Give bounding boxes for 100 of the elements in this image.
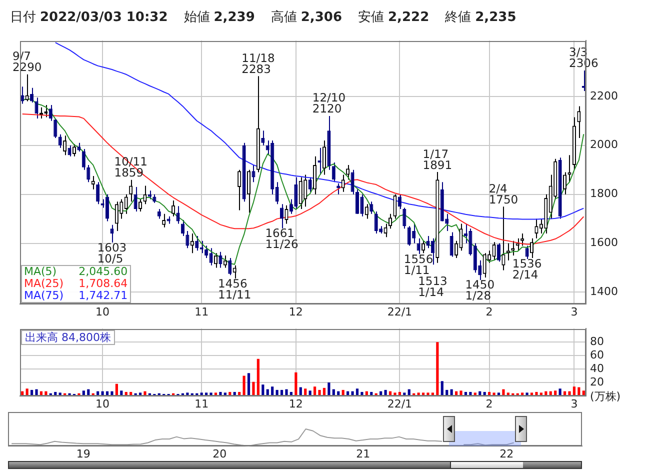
candlestick [412,223,416,244]
candlestick [180,220,184,236]
candlestick [534,218,538,239]
candlestick [114,201,118,232]
candlestick [426,235,430,249]
candlestick [58,134,62,148]
candlestick [539,218,543,234]
candlestick [204,245,208,258]
candlestick [218,251,222,268]
x-tick-label: 22/1 [387,397,412,410]
y-tick-label: 1400 [590,285,618,298]
y-tick-label: 2200 [590,89,618,102]
candlestick [82,148,86,170]
annotation: 1661 11/26 [265,226,298,252]
x-tick-label: 12 [288,397,303,410]
candlestick [138,198,142,212]
candlestick [162,213,166,228]
x-tick-label: 11 [194,305,209,318]
bar [285,389,288,396]
annotation: 2/4 1750 [488,181,518,206]
candlestick [530,238,534,258]
bar [318,390,321,396]
y-tick-label: 1800 [590,187,618,200]
candlestick [506,242,510,261]
candlestick [34,97,38,119]
candlestick [172,200,176,217]
candlestick [416,238,420,255]
candlestick [496,242,501,262]
y-tick-label: 40 [590,362,604,375]
x-tick-label: 3 [570,305,578,318]
text: MA(25) 1,708.64 [24,277,128,290]
candlestick [20,86,24,104]
bar [294,372,298,396]
text: MA(75) 1,742.71 [24,289,128,302]
y-tick-label: 1600 [590,236,618,250]
candlestick [563,172,567,195]
candlestick [209,248,213,266]
candlestick [520,233,524,246]
x-tick-label: 2 [486,305,493,318]
candlestick [25,74,29,102]
candlestick [294,176,298,210]
y-tick-label: 2000 [590,138,618,152]
bar [440,381,444,396]
y-tick-label: 60 [590,348,604,362]
candlestick [68,144,72,157]
text: 日付 2022/03/03 10:32 [10,9,168,26]
bar [256,358,260,396]
x-tick-label: 22 [500,447,514,460]
candlestick [502,206,506,271]
candlestick [110,224,114,244]
candlestick [525,245,529,260]
candlestick [105,194,110,222]
bar [460,390,462,396]
candlestick [143,185,147,205]
y-axis-title: (万株) [590,390,621,403]
candlestick [238,169,242,211]
candlestick [63,135,67,156]
x-tick-label: 21 [356,447,370,460]
candlestick [393,194,397,220]
candlestick [228,257,232,276]
text: MA(5) 2,045.60 [24,265,128,278]
candlestick [492,242,496,261]
candlestick [129,179,133,202]
x-tick-label: 11 [194,397,209,410]
candlestick [284,204,288,224]
annotation: 1/17 1891 [422,146,452,172]
annotation: 1603 10/5 [97,240,127,266]
candlestick [280,204,284,229]
x-tick-label: 19 [76,447,90,460]
candlestick [304,174,308,208]
bar [436,342,439,396]
candlestick [364,204,368,220]
x-tick-label: 10 [96,305,110,318]
candlestick [124,194,128,214]
candlestick [577,106,581,139]
x-tick-label: 3 [570,397,578,410]
candlestick [402,207,406,230]
text: 安値 2,222 [358,9,430,26]
candlestick [511,240,515,256]
candlestick [398,194,402,210]
annotation: 1536 2/14 [512,256,542,282]
candlestick [176,206,180,224]
y-tick-label: 80 [590,334,604,348]
candlestick [157,208,161,220]
x-tick-label: 20 [212,447,227,460]
x-tick-label: 10 [96,397,110,410]
annotation: 1456 11/11 [218,276,252,302]
candlestick [252,164,256,183]
candlestick [450,232,454,258]
text: 始値 2,239 [184,9,255,26]
annotation: 1450 1/28 [465,278,495,303]
candlestick [459,223,463,252]
candlestick [478,260,482,281]
candlestick [332,162,336,183]
candlestick [266,140,270,156]
candlestick [374,210,378,234]
candlestick [370,201,374,214]
candlestick [223,255,227,268]
bar [252,382,255,396]
candlestick [91,175,95,190]
